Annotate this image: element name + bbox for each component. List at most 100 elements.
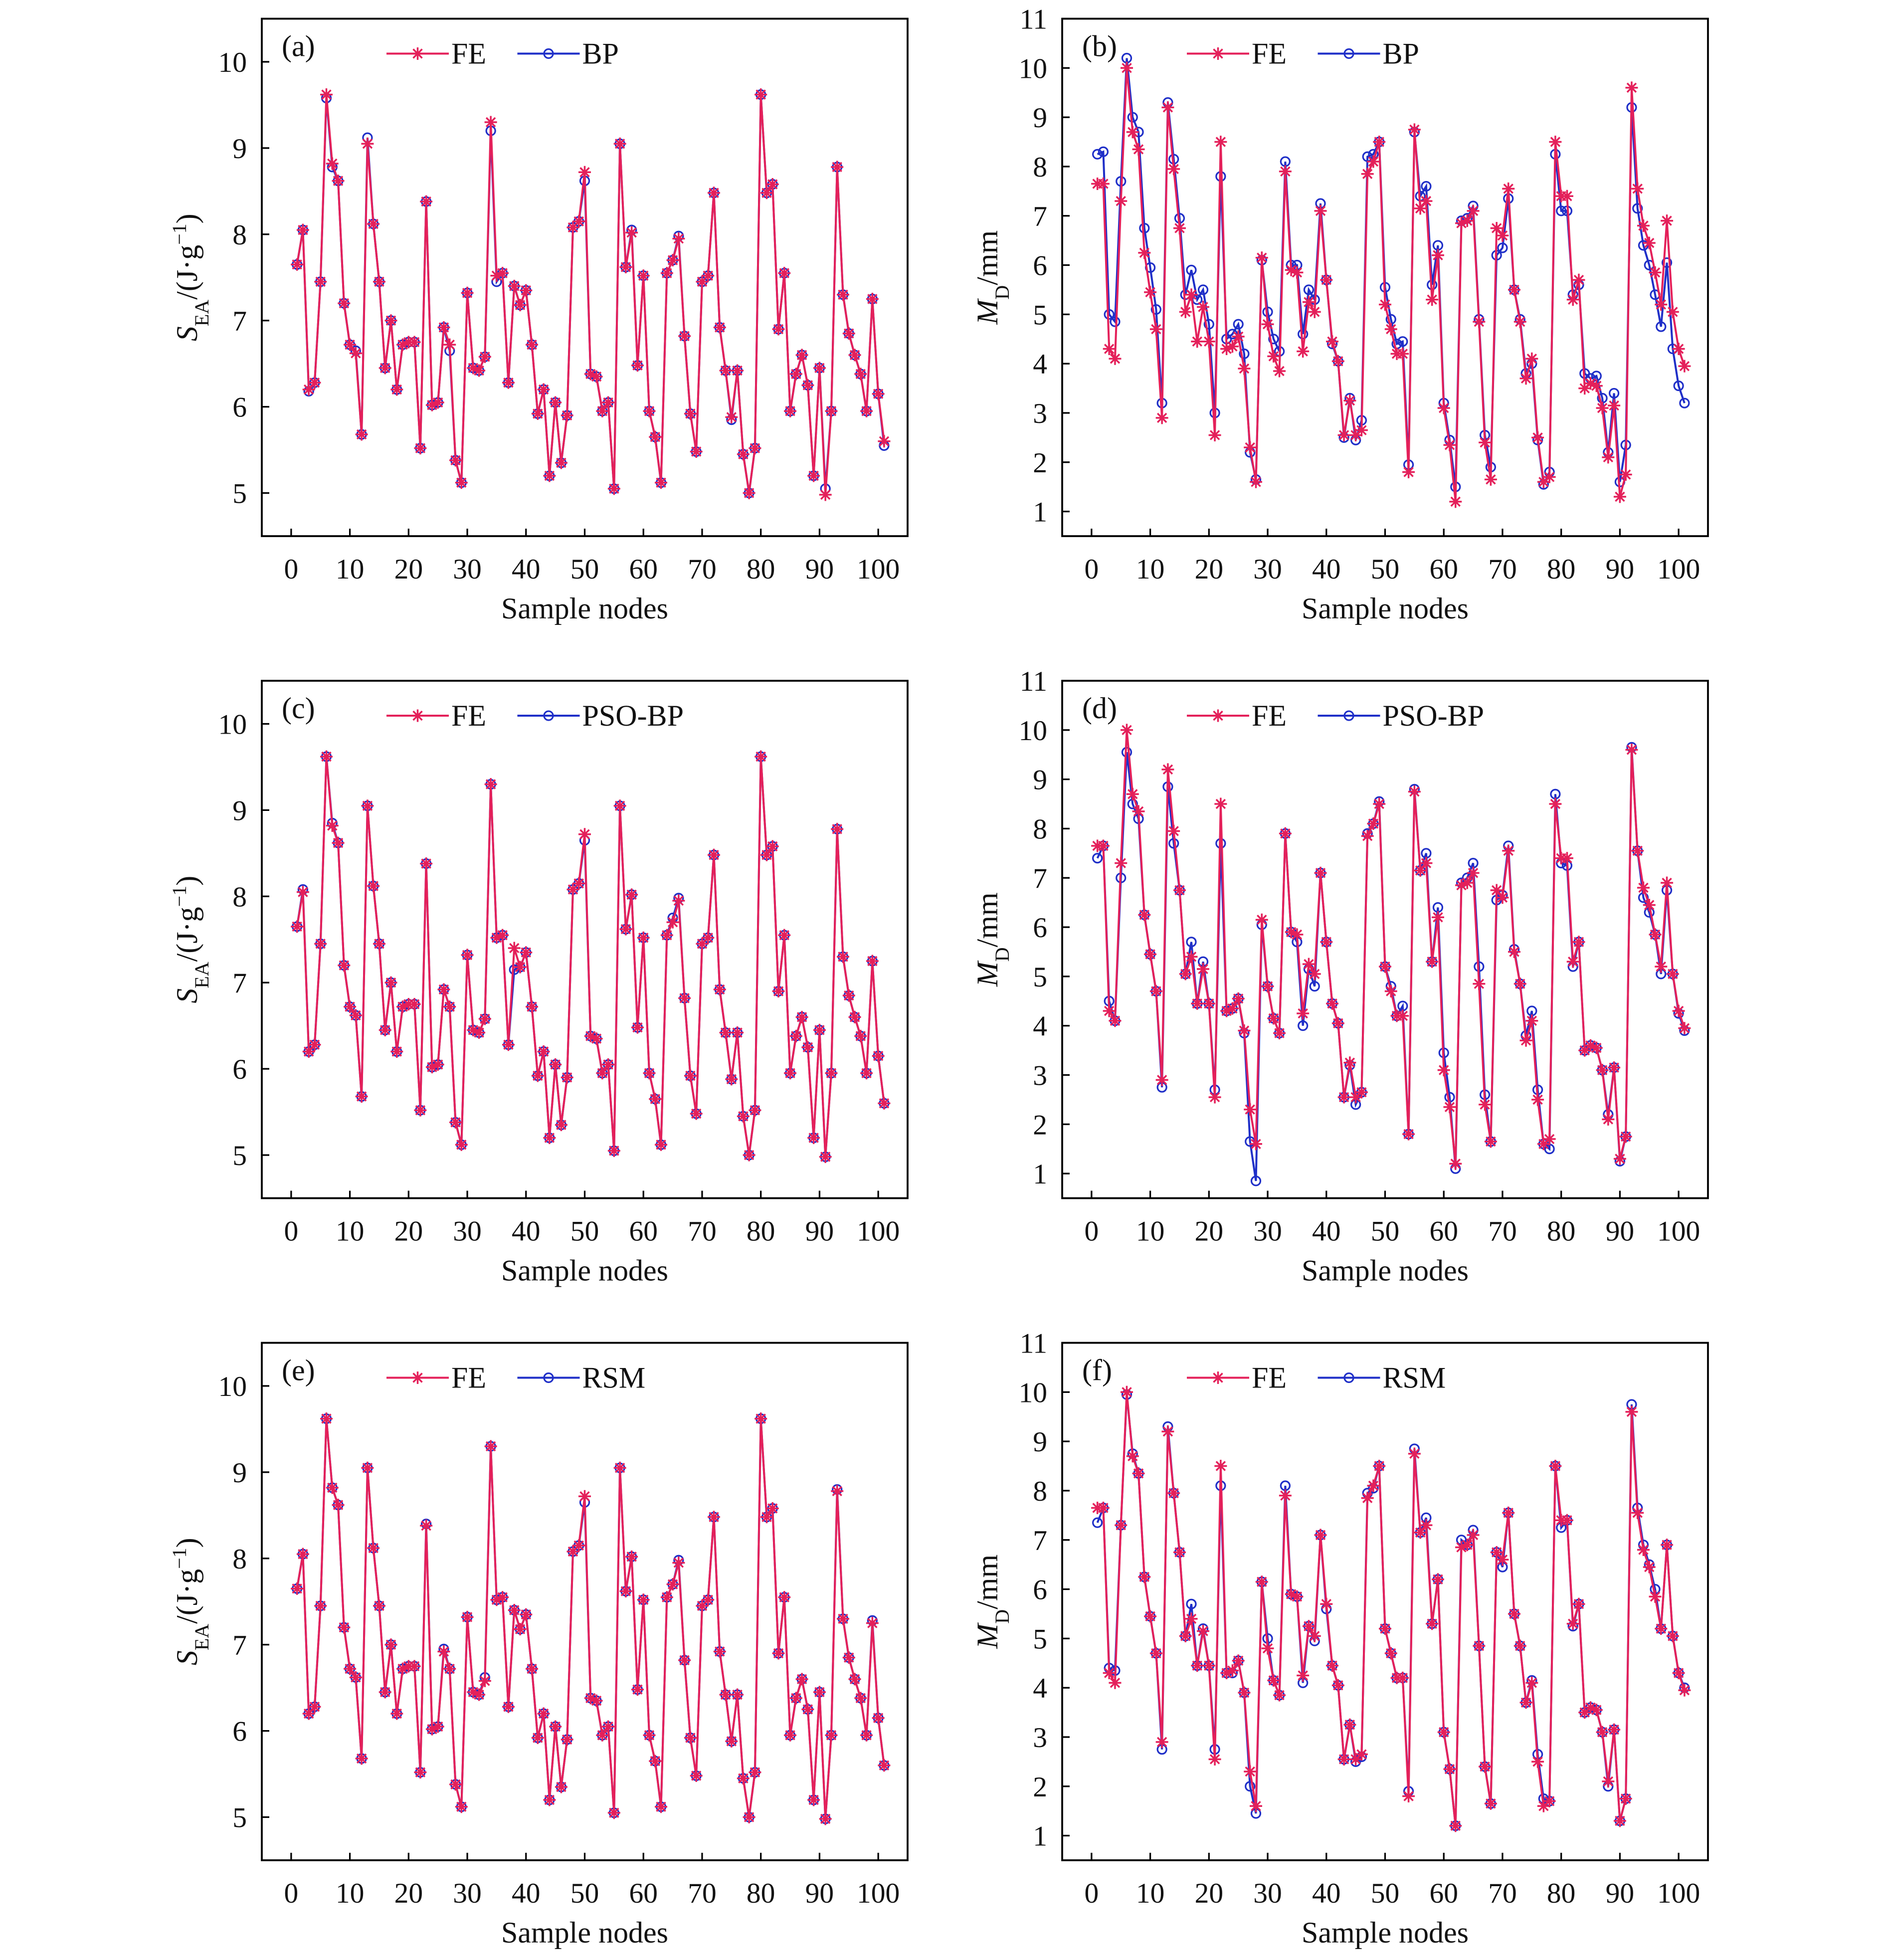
- marker: [584, 1029, 597, 1042]
- marker: [1297, 345, 1310, 358]
- marker: [1291, 1590, 1304, 1603]
- marker: [302, 1707, 315, 1720]
- marker: [1666, 1629, 1679, 1642]
- marker: [1467, 204, 1480, 217]
- marker: [1473, 1639, 1486, 1652]
- marker: [1679, 397, 1690, 408]
- x-tick-label: 60: [629, 1878, 658, 1909]
- marker: [449, 1778, 462, 1791]
- y-axis-title-part: D: [991, 1609, 1013, 1624]
- y-tick-label: 5: [232, 478, 247, 510]
- y-tick-label: 10: [1019, 53, 1048, 84]
- x-axis-title: Sample nodes: [1302, 1916, 1469, 1949]
- marker: [543, 48, 554, 59]
- marker: [837, 1612, 850, 1625]
- series-line: [296, 1418, 885, 1819]
- marker: [1279, 827, 1292, 840]
- y-tick-label: 9: [232, 1457, 247, 1489]
- marker: [760, 848, 773, 861]
- marker: [1490, 221, 1503, 234]
- marker: [473, 364, 486, 377]
- x-tick-label: 70: [688, 1216, 717, 1247]
- marker: [784, 404, 797, 417]
- marker: [813, 1686, 826, 1699]
- x-tick-label: 90: [805, 1216, 834, 1247]
- marker: [1155, 1073, 1168, 1086]
- marker: [1250, 1176, 1262, 1186]
- marker: [725, 410, 738, 423]
- marker: [1109, 352, 1122, 365]
- y-tick-label: 8: [1033, 152, 1047, 183]
- marker: [1513, 1639, 1526, 1652]
- x-tick-label: 0: [1084, 554, 1099, 585]
- marker: [425, 1723, 438, 1736]
- marker: [1666, 305, 1679, 318]
- marker: [1337, 1091, 1350, 1104]
- marker: [807, 1793, 820, 1806]
- marker: [1479, 1760, 1492, 1773]
- x-tick-label: 10: [336, 1878, 365, 1909]
- y-tick-label: 10: [218, 1371, 247, 1402]
- marker: [649, 430, 662, 443]
- marker: [1220, 343, 1233, 356]
- y-tick-label: 8: [232, 881, 247, 913]
- marker: [1331, 1679, 1344, 1692]
- marker: [1212, 1372, 1224, 1384]
- marker: [449, 454, 462, 467]
- marker: [443, 1000, 456, 1013]
- marker: [1232, 330, 1245, 343]
- marker: [1149, 985, 1162, 997]
- marker: [373, 275, 385, 288]
- y-tick-label: 7: [1033, 863, 1047, 894]
- marker: [1397, 336, 1408, 347]
- marker: [1309, 980, 1320, 992]
- marker: [1367, 817, 1380, 830]
- series-line: [296, 756, 885, 1157]
- marker: [1273, 1689, 1286, 1702]
- marker: [1584, 377, 1597, 390]
- plot-frame: [261, 680, 909, 1199]
- marker: [1602, 1775, 1615, 1788]
- x-tick-label: 10: [1136, 554, 1165, 585]
- y-axis-title-part: S: [171, 326, 203, 341]
- marker: [749, 442, 761, 455]
- marker: [1443, 1101, 1456, 1114]
- x-tick-label: 60: [629, 1216, 658, 1247]
- legend-label: PSO-BP: [582, 699, 684, 732]
- marker: [1185, 288, 1198, 301]
- marker: [1672, 1004, 1685, 1017]
- marker: [655, 1138, 668, 1151]
- marker: [678, 991, 691, 1004]
- marker: [1449, 495, 1462, 508]
- marker: [1455, 879, 1468, 892]
- marker: [1402, 466, 1415, 479]
- marker: [1355, 1748, 1368, 1761]
- marker: [1426, 1617, 1439, 1630]
- marker: [1414, 202, 1427, 215]
- marker: [414, 1104, 427, 1117]
- marker: [478, 1012, 491, 1025]
- marker: [1431, 249, 1444, 262]
- marker: [1261, 1642, 1274, 1655]
- marker: [467, 362, 480, 375]
- y-tick-label: 4: [1033, 349, 1047, 380]
- x-tick-label: 40: [512, 1216, 541, 1247]
- marker: [613, 137, 626, 150]
- marker: [1543, 1794, 1556, 1807]
- y-tick-label: 1: [1033, 497, 1047, 528]
- marker: [1619, 468, 1632, 481]
- marker: [1531, 431, 1544, 444]
- marker: [555, 456, 567, 469]
- marker: [1678, 1022, 1691, 1035]
- marker: [590, 370, 603, 383]
- marker: [666, 1578, 679, 1591]
- marker: [878, 1759, 891, 1772]
- x-tick-label: 50: [570, 1216, 599, 1247]
- marker: [1543, 470, 1556, 483]
- marker: [332, 836, 345, 849]
- series-line: [296, 757, 885, 1157]
- marker: [1202, 997, 1215, 1010]
- y-tick-label: 8: [1033, 1476, 1047, 1507]
- marker: [537, 1045, 550, 1058]
- marker: [1238, 1686, 1251, 1699]
